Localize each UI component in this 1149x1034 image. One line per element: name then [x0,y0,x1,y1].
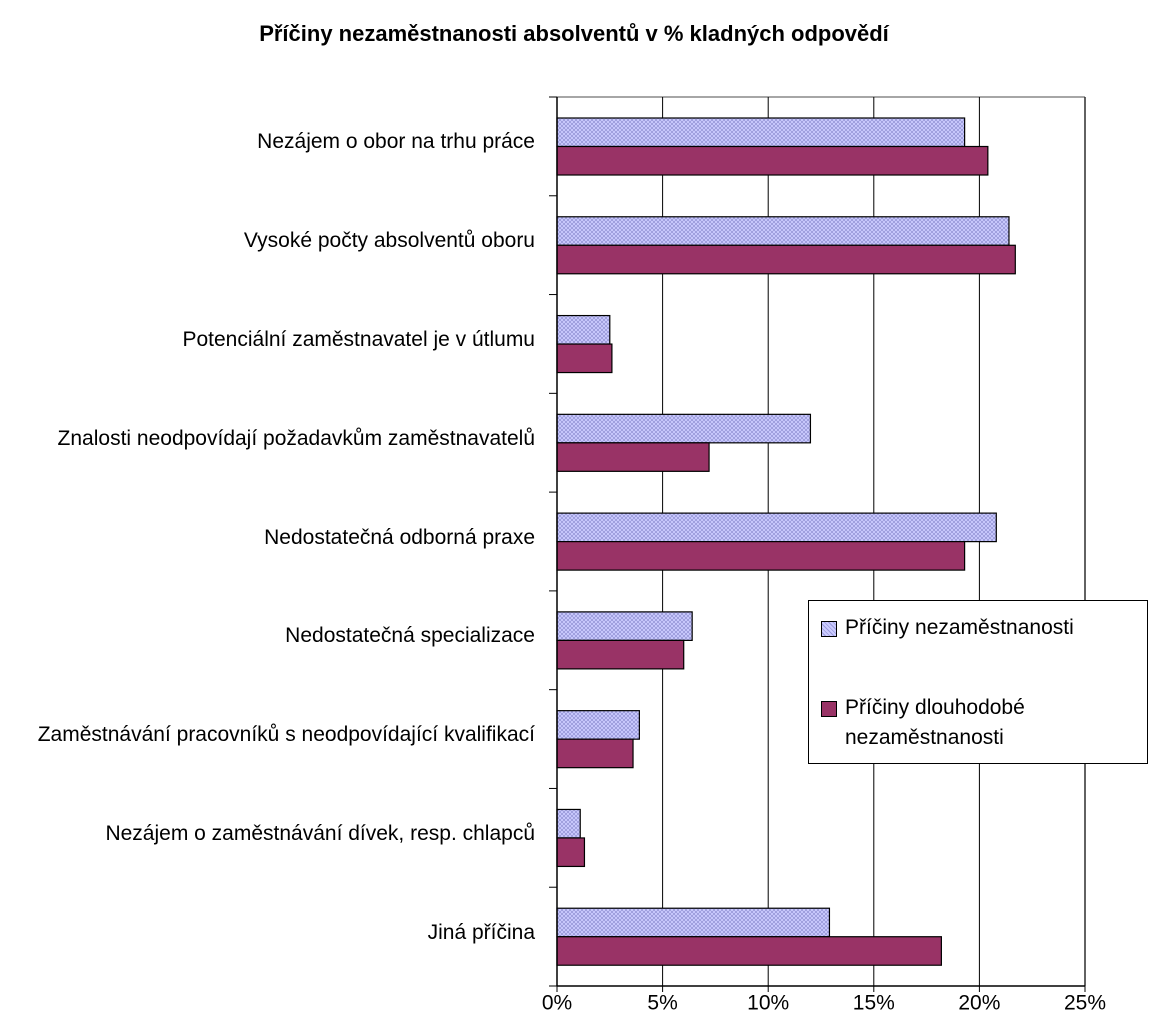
y-tick-label: Jiná příčina [427,920,535,944]
bar [556,837,586,868]
bar [556,117,966,148]
y-tick-label: Potenciální zaměstnavatel je v útlumu [182,327,535,351]
bar [556,216,1010,246]
bar [556,808,581,839]
bar [556,541,966,571]
y-tick-label: Vysoké počty absolventů oboru [243,229,535,253]
bar [556,738,634,769]
bar [556,512,997,543]
x-tick-label: 15% [853,992,895,1015]
bar [556,710,640,740]
legend-swatch [821,701,837,717]
bar [556,413,812,444]
x-tick-label: 5% [647,992,677,1015]
y-tick-label: Nezájem o obor na trhu práce [257,130,535,154]
y-tick-label: Nedostatečná specializace [285,624,535,648]
legend: Příčiny nezaměstnanosti Příčiny dlouhodob… [808,600,1148,764]
legend-swatch [821,621,837,637]
y-tick-label: Znalosti neodpovídají požadavkům zaměstn… [57,426,535,450]
legend-label: Příčiny dlouhodobé nezaměstnanosti [845,696,1025,749]
x-tick-label: 25% [1064,992,1106,1015]
legend-item: Příčiny nezaměstnanosti [821,613,1146,643]
bar [556,907,831,938]
x-tick-label: 0% [542,992,572,1015]
legend-item: Příčiny dlouhodobé nezaměstnanosti [821,693,1146,753]
bar [556,343,613,374]
bar [556,639,685,670]
bar [556,314,611,345]
bar [556,145,989,176]
y-tick-label: Nezájem o zaměstnávání dívek, resp. chla… [105,821,535,845]
y-tick-label: Nedostatečná odborná praxe [264,525,535,549]
bar [556,442,710,472]
chart-title: Příčiny nezaměstnanosti absolventů v % k… [259,21,889,46]
bar [556,244,1016,275]
y-tick-label: Zaměstnávání pracovníků s neodpovídající… [37,723,535,747]
legend-label: Příčiny nezaměstnanosti [845,616,1074,639]
x-tick-label: 10% [747,992,789,1015]
bar [556,936,942,966]
bar [556,611,693,641]
x-tick-label: 20% [958,992,1000,1015]
